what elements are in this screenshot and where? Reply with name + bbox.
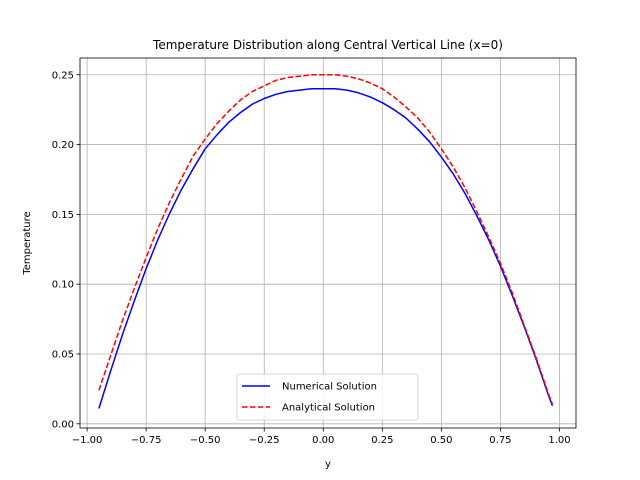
x-tick-label: −0.25 [249, 435, 280, 446]
legend-label-1: Analytical Solution [282, 403, 375, 414]
y-tick-label: 0.00 [52, 419, 74, 430]
legend-label-0: Numerical Solution [282, 382, 377, 393]
x-tick-label: 0.75 [489, 435, 511, 446]
plot-frame [79, 57, 577, 429]
y-tick-label: 0.20 [52, 140, 74, 151]
plot-area [80, 58, 576, 428]
x-axis-label: y [325, 459, 331, 470]
y-tick-label: 0.25 [52, 70, 74, 81]
y-tick-label: 0.05 [52, 350, 74, 361]
series-line-1 [98, 74, 554, 405]
series-line-0 [98, 87, 554, 409]
y-tick-label: 0.10 [52, 280, 74, 291]
legend-box [236, 373, 419, 421]
x-tick-label: −0.50 [190, 435, 221, 446]
x-tick-label: −0.75 [131, 435, 162, 446]
y-tick-label: 0.15 [52, 210, 74, 221]
x-tick-label: −1.00 [72, 435, 103, 446]
legend: Numerical Solution Analytical Solution [236, 373, 419, 421]
x-tick-label: 0.25 [371, 435, 393, 446]
chart-title: Temperature Distribution along Central V… [152, 38, 503, 52]
x-tick-label: 0.00 [312, 435, 334, 446]
ticks: −1.00 −0.75 −0.50 −0.25 0.00 0.25 0.50 0.75 1.00… [52, 70, 571, 446]
x-tick-label: 0.50 [430, 435, 452, 446]
x-tick-label: 1.00 [548, 435, 570, 446]
y-axis-label: Temperature [22, 211, 33, 275]
series-group [98, 74, 554, 409]
